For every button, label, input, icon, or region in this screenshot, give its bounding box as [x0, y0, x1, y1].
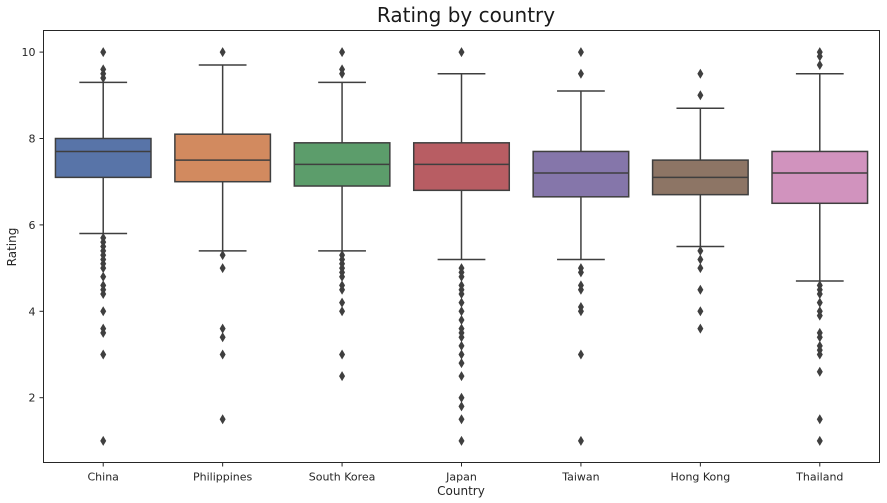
y-tick-label: 6 — [29, 219, 36, 232]
outlier-point — [219, 263, 226, 274]
outlier-point — [219, 349, 226, 360]
outlier-point — [816, 310, 823, 321]
box-group-china — [54, 47, 152, 446]
outlier-point — [816, 51, 823, 62]
outlier-point — [458, 371, 465, 382]
plot-layer — [54, 47, 869, 446]
outlier-point — [458, 392, 465, 403]
y-tick-label: 2 — [29, 392, 36, 405]
outlier-point — [697, 323, 704, 334]
outlier-point — [458, 306, 465, 317]
outlier-point — [816, 60, 823, 71]
outlier-point — [697, 284, 704, 295]
outlier-point — [458, 47, 465, 58]
outlier-point — [577, 306, 584, 317]
outlier-point — [458, 435, 465, 446]
box-group-south-korea — [293, 47, 391, 382]
outlier-point — [816, 366, 823, 377]
outlier-point — [577, 267, 584, 278]
outlier-point — [339, 68, 346, 79]
outlier-point — [458, 297, 465, 308]
outlier-point — [339, 371, 346, 382]
outlier-point — [339, 271, 346, 282]
outlier-point — [816, 435, 823, 446]
y-tick-label: 10 — [22, 46, 36, 59]
outlier-point — [577, 284, 584, 295]
chart-title: Rating by country — [377, 3, 555, 27]
outlier-point — [458, 340, 465, 351]
outlier-point — [219, 332, 226, 343]
y-tick-label: 8 — [29, 133, 36, 146]
outlier-point — [697, 245, 704, 256]
box-iqr — [412, 142, 511, 192]
box-iqr — [54, 137, 152, 179]
x-tick-label: Philippines — [193, 471, 253, 484]
outlier-point — [100, 327, 107, 338]
y-axis: 2 4 6 8 10 — [22, 46, 44, 405]
box-group-thailand — [771, 47, 869, 446]
box-iqr — [532, 150, 630, 198]
box-group-philippines — [174, 47, 272, 425]
outlier-point — [697, 68, 704, 79]
outlier-point — [339, 306, 346, 317]
outlier-point — [458, 414, 465, 425]
x-axis-label: Country — [437, 484, 485, 498]
outlier-point — [458, 271, 465, 282]
outlier-point — [816, 332, 823, 343]
outlier-point — [219, 47, 226, 58]
outlier-point — [816, 349, 823, 360]
outlier-point — [100, 435, 107, 446]
x-tick-label: Hong Kong — [670, 471, 730, 484]
outlier-point — [339, 349, 346, 360]
outlier-point — [816, 289, 823, 300]
outlier-point — [100, 47, 107, 58]
outlier-point — [458, 289, 465, 300]
outlier-point — [458, 332, 465, 343]
box-group-taiwan — [532, 47, 630, 446]
outlier-point — [339, 47, 346, 58]
outlier-point — [697, 263, 704, 274]
box-group-japan — [412, 47, 511, 446]
outlier-point — [458, 358, 465, 369]
outlier-point — [697, 306, 704, 317]
outlier-point — [577, 68, 584, 79]
outlier-point — [458, 314, 465, 325]
outlier-point — [100, 289, 107, 300]
y-axis-label: Rating — [5, 228, 19, 267]
x-axis: China Philippines South Korea Japan Taiwan Ho… — [88, 462, 843, 484]
outlier-point — [697, 254, 704, 265]
x-tick-label: Taiwan — [561, 471, 599, 484]
outlier-point — [816, 297, 823, 308]
box-iqr — [174, 133, 272, 183]
outlier-point — [219, 323, 226, 334]
outlier-point — [100, 271, 107, 282]
box-iqr — [771, 150, 869, 205]
outlier-point — [697, 90, 704, 101]
outlier-point — [577, 349, 584, 360]
outlier-point — [339, 297, 346, 308]
outlier-point — [458, 349, 465, 360]
outlier-point — [100, 306, 107, 317]
outlier-point — [458, 401, 465, 412]
outlier-point — [339, 284, 346, 295]
outlier-point — [577, 435, 584, 446]
outlier-point — [100, 349, 107, 360]
outlier-point — [219, 250, 226, 261]
box-group-hong-kong — [651, 68, 749, 334]
outlier-point — [816, 414, 823, 425]
x-tick-label: Japan — [445, 471, 477, 484]
x-tick-label: Thailand — [795, 471, 843, 484]
outlier-point — [100, 263, 107, 274]
outlier-point — [100, 73, 107, 84]
x-tick-label: China — [88, 471, 119, 484]
x-tick-label: South Korea — [309, 471, 376, 484]
y-tick-label: 4 — [29, 305, 36, 318]
outlier-point — [219, 414, 226, 425]
outlier-point — [577, 47, 584, 58]
